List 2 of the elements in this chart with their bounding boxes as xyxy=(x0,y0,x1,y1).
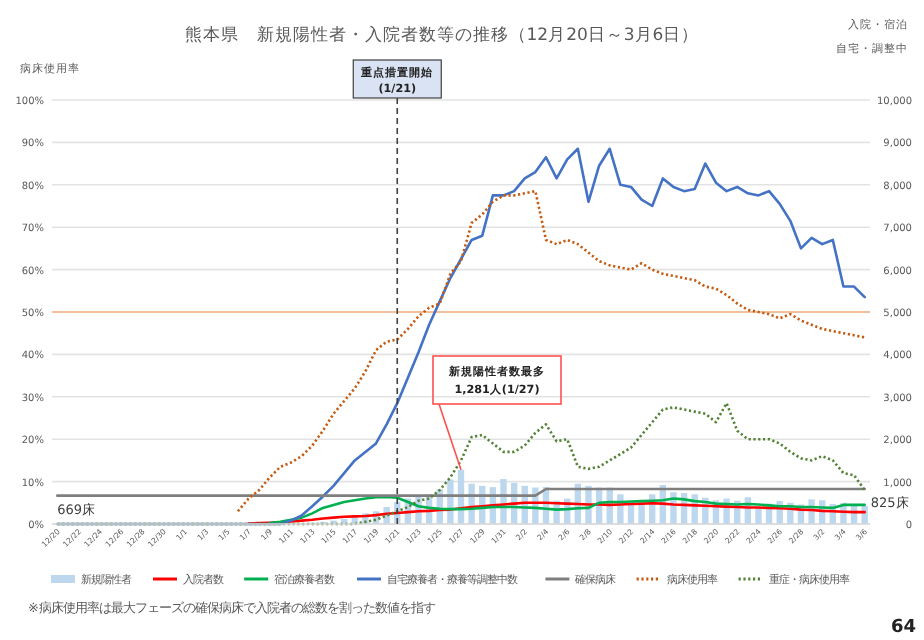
text: 64 xyxy=(890,618,916,638)
chart-title: 熊本県 新規陽性者・入院者数等の推移（12月20日～3月6日） xyxy=(184,24,700,46)
